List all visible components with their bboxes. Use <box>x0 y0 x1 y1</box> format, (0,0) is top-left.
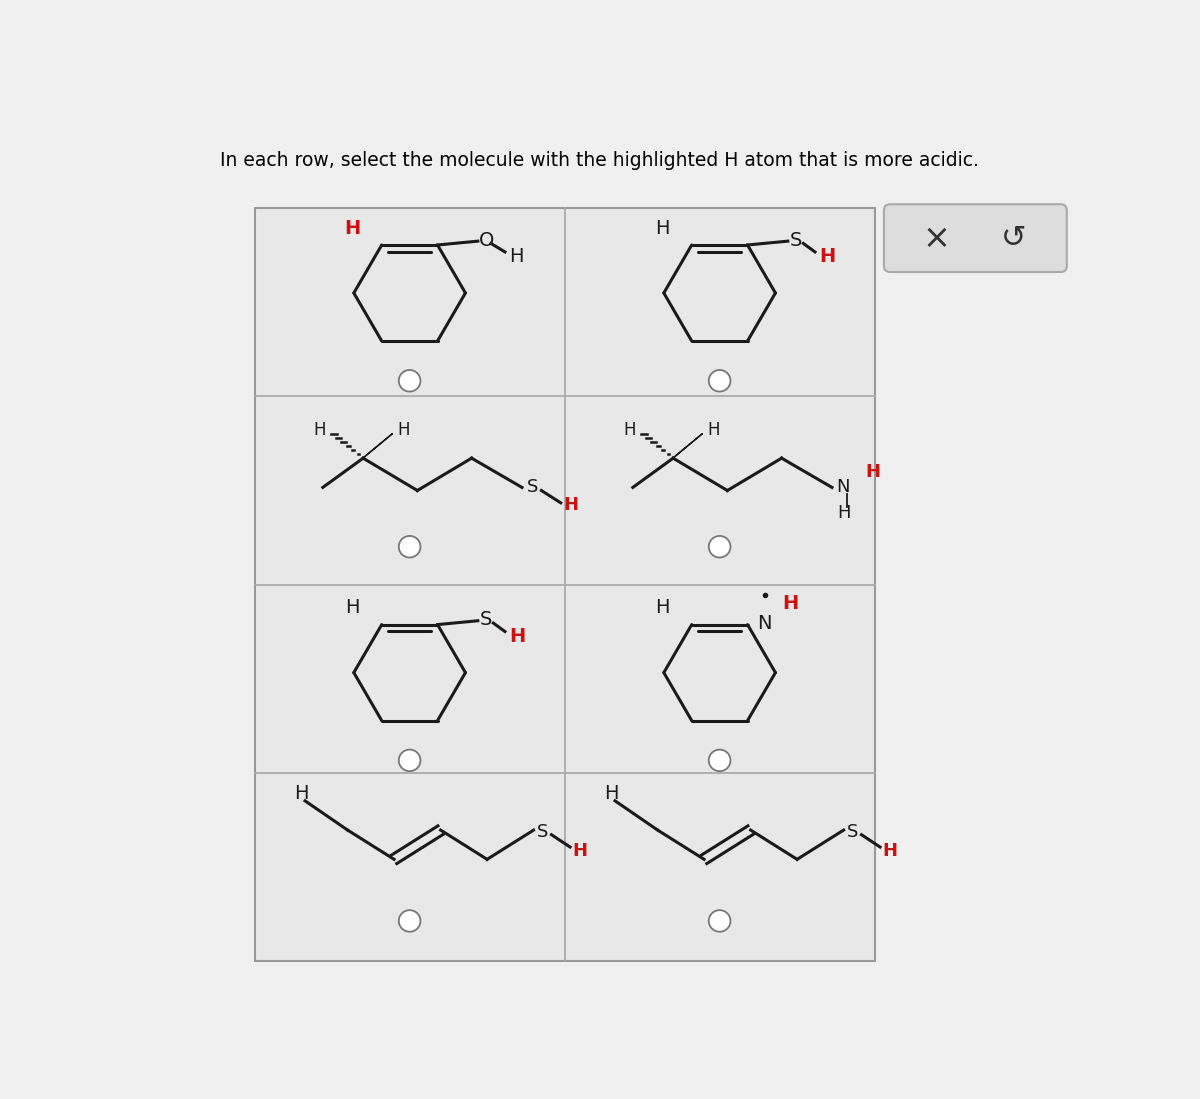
Text: H: H <box>397 421 409 439</box>
Text: H: H <box>782 593 799 612</box>
Text: N: N <box>757 613 772 633</box>
Text: H: H <box>865 463 881 481</box>
FancyBboxPatch shape <box>884 204 1067 273</box>
Text: N: N <box>836 478 850 497</box>
Text: H: H <box>624 421 636 439</box>
Circle shape <box>709 750 731 771</box>
Circle shape <box>398 910 420 932</box>
Text: S: S <box>479 610 492 630</box>
Circle shape <box>709 536 731 557</box>
Circle shape <box>398 750 420 771</box>
Text: H: H <box>572 842 587 859</box>
Text: H: H <box>882 842 898 859</box>
Bar <box>254 208 875 962</box>
Text: H: H <box>294 784 308 802</box>
Circle shape <box>398 536 420 557</box>
Text: H: H <box>604 784 618 802</box>
Circle shape <box>398 370 420 391</box>
Text: H: H <box>563 496 578 514</box>
Polygon shape <box>673 433 702 458</box>
Text: H: H <box>509 626 526 645</box>
Text: ×: × <box>923 222 950 255</box>
Text: H: H <box>707 421 720 439</box>
Text: H: H <box>343 219 360 237</box>
Text: H: H <box>346 598 360 618</box>
Text: H: H <box>655 219 670 237</box>
Text: H: H <box>509 247 523 266</box>
Text: H: H <box>836 503 851 522</box>
Text: S: S <box>527 478 538 497</box>
Text: H: H <box>818 247 835 266</box>
Text: H: H <box>655 598 670 618</box>
Circle shape <box>709 370 731 391</box>
Text: S: S <box>847 823 858 841</box>
Text: S: S <box>790 231 802 249</box>
Polygon shape <box>364 433 392 458</box>
Text: In each row, select the molecule with the highlighted H atom that is more acidic: In each row, select the molecule with th… <box>220 151 979 170</box>
Circle shape <box>709 910 731 932</box>
Text: ↺: ↺ <box>1001 223 1027 253</box>
Text: S: S <box>536 823 548 841</box>
Text: O: O <box>479 231 494 249</box>
Text: H: H <box>313 421 326 439</box>
